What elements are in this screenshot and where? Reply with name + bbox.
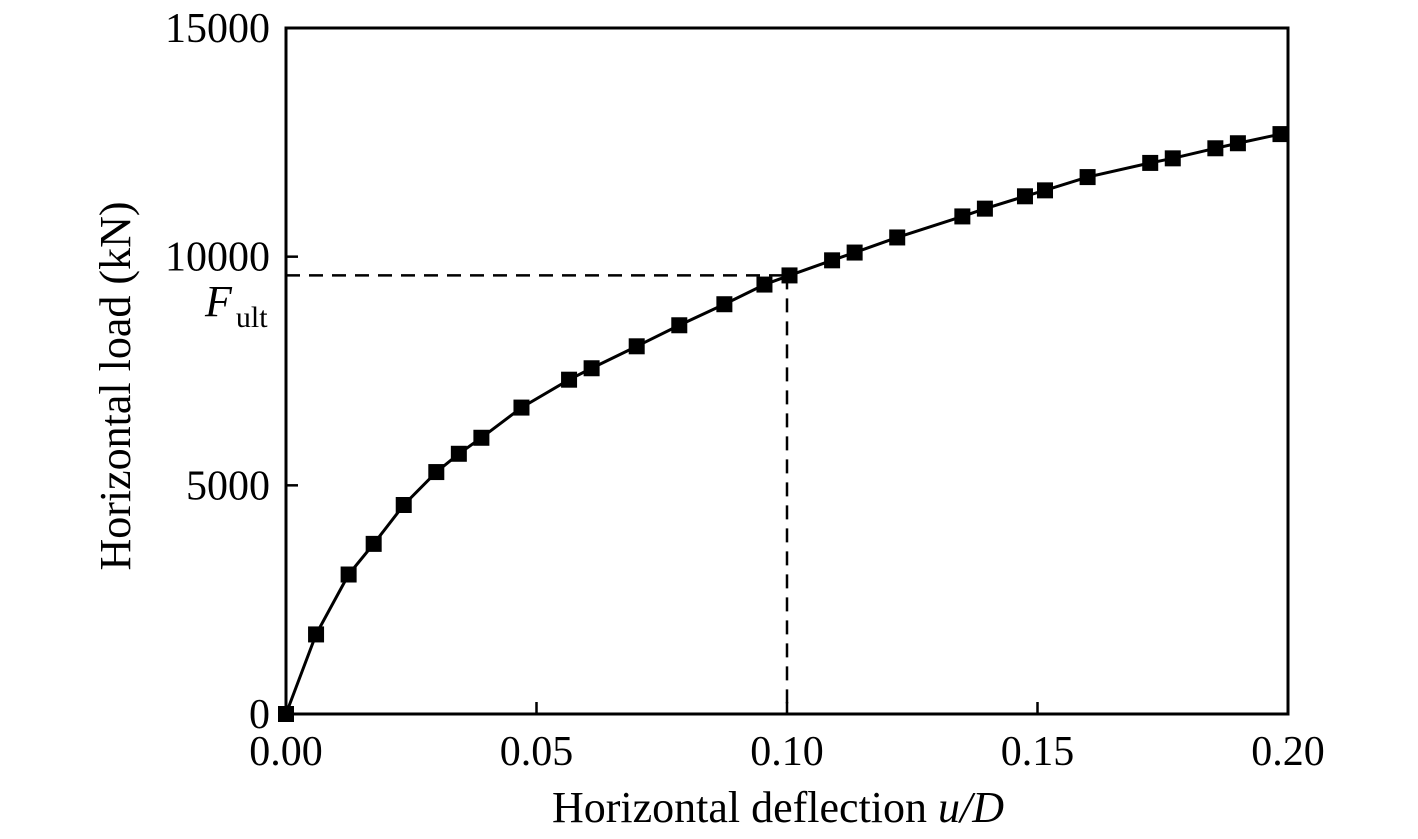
data-point-marker bbox=[1229, 135, 1246, 152]
y-tick-label: 15000 bbox=[165, 6, 270, 52]
data-point-marker bbox=[308, 626, 325, 643]
data-point-marker bbox=[671, 317, 688, 334]
data-point-marker bbox=[1207, 140, 1224, 157]
fult-annotation-symbol: F bbox=[204, 277, 233, 326]
data-point-marker bbox=[561, 371, 578, 388]
data-point-marker bbox=[954, 208, 971, 225]
x-axis-label-variable: u/D bbox=[938, 783, 1004, 832]
data-point-marker bbox=[976, 200, 993, 217]
data-point-marker bbox=[824, 252, 841, 269]
data-point-marker bbox=[756, 276, 773, 293]
data-point-marker bbox=[450, 445, 467, 462]
series-line bbox=[284, 132, 1281, 715]
data-point-marker bbox=[428, 464, 445, 481]
x-axis-label-text: Horizontal deflection bbox=[552, 783, 938, 832]
x-tick-label: 0.15 bbox=[1001, 729, 1075, 775]
fult-annotation-subscript: ult bbox=[236, 301, 268, 334]
data-point-marker bbox=[513, 399, 530, 416]
y-tick-label: 10000 bbox=[165, 235, 270, 281]
y-tick-label: 0 bbox=[249, 692, 270, 738]
data-point-marker bbox=[628, 338, 645, 355]
data-point-marker bbox=[1079, 169, 1096, 186]
data-point-marker bbox=[473, 429, 490, 446]
x-tick-label: 0.10 bbox=[750, 729, 824, 775]
data-point-marker bbox=[846, 244, 863, 261]
x-axis-label: Horizontal deflection u/D bbox=[552, 783, 1004, 832]
y-tick-label: 5000 bbox=[186, 463, 270, 509]
y-axis-label: Horizontal load (kN) bbox=[91, 202, 140, 571]
data-point-marker bbox=[1142, 154, 1159, 171]
data-point-marker bbox=[340, 566, 357, 583]
data-point-marker bbox=[1016, 188, 1033, 205]
data-point-marker bbox=[716, 296, 733, 313]
data-point-marker bbox=[781, 267, 798, 284]
data-point-marker bbox=[1272, 126, 1289, 143]
series-load-curve bbox=[278, 126, 1289, 722]
data-point-marker bbox=[365, 535, 382, 552]
x-tick-label: 0.00 bbox=[249, 729, 323, 775]
data-point-marker bbox=[395, 496, 412, 513]
data-point-marker bbox=[1164, 150, 1181, 167]
reference-lines bbox=[286, 274, 789, 714]
x-tick-label: 0.05 bbox=[500, 729, 574, 775]
data-point-marker bbox=[889, 229, 906, 246]
x-tick-label: 0.20 bbox=[1251, 729, 1325, 775]
data-point-marker bbox=[583, 360, 600, 377]
data-point-marker bbox=[1037, 182, 1054, 199]
axis-ticks: 0.00 0.05 0.10 0.15 0.20 0 5000 10000 15000 bbox=[165, 6, 1325, 775]
